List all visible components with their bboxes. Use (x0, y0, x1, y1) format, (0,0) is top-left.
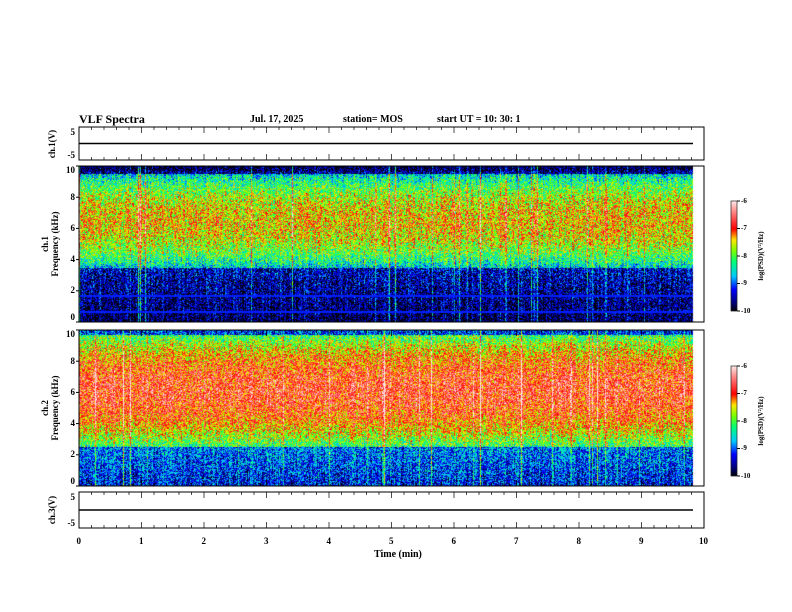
colorbar-tick-label: -6 (741, 361, 747, 370)
x-tick-label: 9 (639, 536, 644, 546)
y-tick-label: -5 (67, 150, 76, 160)
y-tick-label: 5 (70, 492, 76, 502)
x-tick-label: 4 (326, 536, 332, 546)
y-tick-label: 10 (66, 329, 75, 339)
colorbar-tick-label: -9 (741, 279, 747, 287)
x-axis-label: Time (min) (374, 549, 422, 560)
x-tick-label: 6 (451, 536, 457, 546)
y-axis-label: ch.1 Frequency (kHz) (40, 211, 60, 277)
y-tick-label: 6 (70, 222, 76, 233)
y-tick-label: 0 (70, 312, 76, 322)
x-tick-label: 3 (264, 536, 269, 546)
colorbar-tick-label: -7 (741, 389, 747, 397)
figure-title: VLF Spectra (79, 112, 145, 126)
y-tick-label: 2 (70, 285, 76, 296)
y-tick-label: 5 (70, 127, 76, 137)
y-tick-label: 8 (70, 191, 76, 202)
y-tick-label: 0 (70, 476, 76, 486)
colorbar-tick-label: -9 (741, 444, 747, 452)
x-tick-label: 5 (389, 536, 394, 546)
station-label: station= MOS (343, 114, 403, 125)
x-tick-label: 8 (576, 536, 582, 546)
colorbar-label: log(PSD)(V²/Hz) (757, 231, 765, 281)
panel-frame (78, 165, 705, 323)
y-tick-label: 8 (70, 355, 76, 366)
start-time-label: start UT = 10: 30: 1 (437, 114, 521, 125)
x-tick-label: 0 (76, 536, 82, 546)
colorbar-frame (730, 365, 738, 477)
panel-frame (78, 329, 705, 487)
date-label: Jul. 17, 2025 (250, 114, 304, 125)
colorbar-tick-label: -6 (741, 196, 747, 205)
y-tick-label: 6 (70, 386, 76, 397)
colorbar-frame (730, 200, 738, 312)
y-tick-label: 4 (70, 418, 76, 429)
y-axis-label: ch.2 Frequency (kHz) (40, 375, 60, 441)
x-tick-label: 2 (201, 536, 207, 546)
colorbar-tick-label: -7 (741, 224, 747, 232)
y-tick-label: -5 (67, 518, 76, 528)
colorbar-tick-label: -8 (741, 251, 747, 260)
y-tick-label: 2 (70, 449, 76, 460)
colorbar-label: log(PSD)(V²/Hz) (757, 396, 765, 446)
colorbar-tick-label: -8 (741, 416, 747, 425)
x-tick-label: 7 (514, 536, 519, 546)
colorbar-tick-label: -10 (741, 306, 751, 315)
x-tick-label: 1 (139, 536, 144, 546)
y-axis-label: ch.3(V) (47, 495, 57, 525)
y-tick-label: 10 (66, 165, 75, 175)
y-axis-label: ch.1(V) (47, 129, 57, 158)
y-tick-label: 4 (70, 254, 76, 265)
x-tick-label: 10 (699, 536, 708, 546)
colorbar-tick-label: -10 (741, 471, 751, 480)
